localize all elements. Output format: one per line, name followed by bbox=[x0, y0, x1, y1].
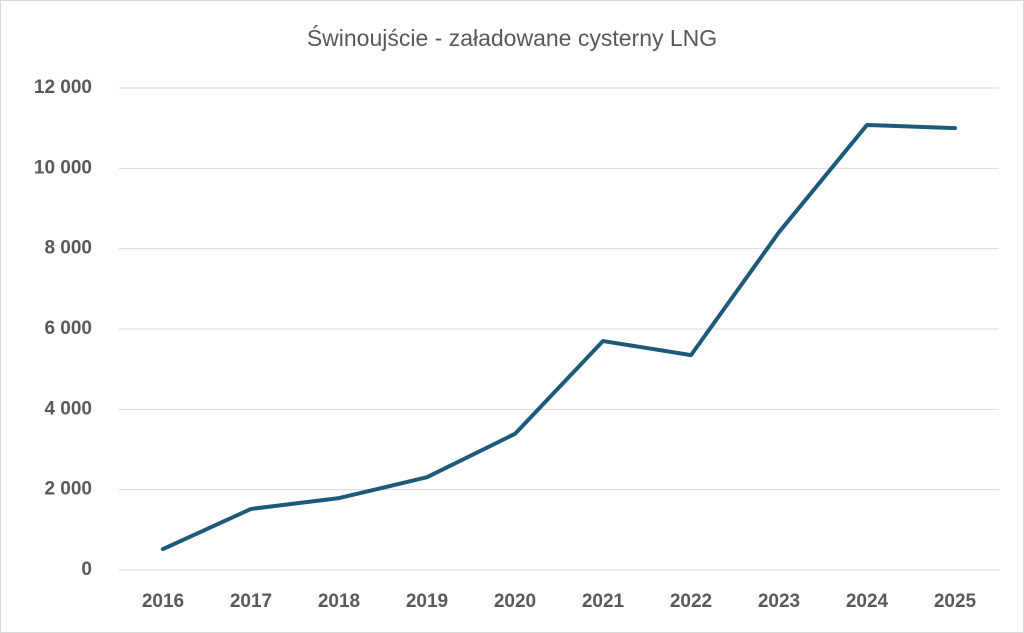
x-tick-label: 2016 bbox=[142, 591, 184, 612]
x-tick-label: 2025 bbox=[934, 591, 977, 612]
y-tick-label: 12 000 bbox=[34, 77, 92, 98]
chart-title: Świnoujście - załadowane cysterny LNG bbox=[307, 24, 717, 51]
y-tick-label: 4 000 bbox=[44, 398, 92, 419]
x-tick-label: 2019 bbox=[406, 591, 448, 612]
y-tick-label: 0 bbox=[81, 559, 92, 580]
x-tick-label: 2018 bbox=[318, 591, 360, 612]
x-tick-label: 2017 bbox=[230, 591, 272, 612]
x-tick-label: 2024 bbox=[846, 591, 889, 612]
data-line bbox=[161, 122, 957, 552]
x-tick-label: 2020 bbox=[494, 591, 536, 612]
x-tick-label: 2021 bbox=[582, 591, 625, 612]
y-tick-label: 10 000 bbox=[34, 157, 92, 178]
y-tick-label: 8 000 bbox=[44, 238, 92, 259]
x-tick-label: 2023 bbox=[758, 591, 800, 612]
x-tick-label: 2022 bbox=[670, 591, 712, 612]
y-tick-label: 2 000 bbox=[44, 479, 92, 500]
y-tick-label: 6 000 bbox=[44, 318, 92, 339]
